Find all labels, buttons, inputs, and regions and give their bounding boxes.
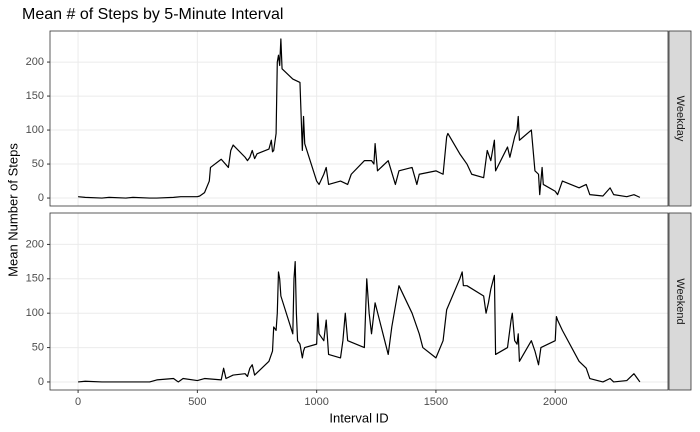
x-tick-label: 1500 bbox=[424, 396, 448, 408]
facet-label: Weekend bbox=[674, 278, 686, 324]
y-tick-label: 0 bbox=[38, 192, 44, 204]
y-tick-label: 50 bbox=[32, 341, 44, 353]
facet-label: Weekday bbox=[674, 96, 686, 142]
panel-border bbox=[49, 30, 669, 207]
y-tick-label: 0 bbox=[38, 376, 44, 388]
y-axis-title: Mean Number of Steps bbox=[5, 143, 20, 277]
facet-strip bbox=[668, 30, 692, 207]
panel-background bbox=[50, 31, 668, 206]
panel-border bbox=[49, 212, 669, 391]
data-line bbox=[78, 261, 641, 383]
y-tick-label: 150 bbox=[26, 273, 44, 285]
y-tick-label: 200 bbox=[26, 238, 44, 250]
x-tick-label: 1000 bbox=[304, 396, 328, 408]
x-tick-label: 0 bbox=[75, 396, 81, 408]
data-line bbox=[78, 38, 641, 199]
panel-background bbox=[50, 213, 668, 390]
x-tick-label: 500 bbox=[188, 396, 206, 408]
y-tick-label: 150 bbox=[26, 90, 44, 102]
y-tick-label: 50 bbox=[32, 158, 44, 170]
chart-title: Mean # of Steps by 5-Minute Interval bbox=[22, 6, 283, 23]
x-tick-label: 2000 bbox=[543, 396, 567, 408]
y-tick-label: 100 bbox=[26, 307, 44, 319]
facet-strip bbox=[668, 212, 692, 391]
y-tick-label: 200 bbox=[26, 56, 44, 68]
x-axis-title: Interval ID bbox=[329, 410, 388, 425]
y-tick-label: 100 bbox=[26, 124, 44, 136]
